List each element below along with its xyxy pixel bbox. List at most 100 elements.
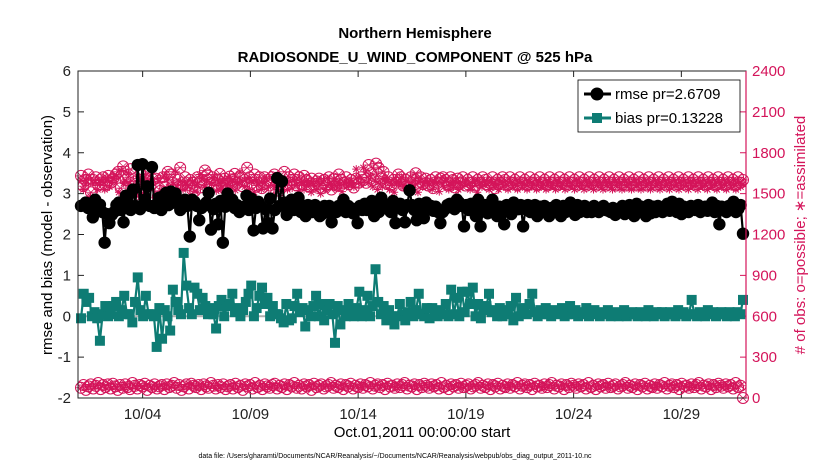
rmse-point (183, 230, 196, 243)
rmse-point (516, 220, 530, 233)
assimilated-obs-marker (202, 177, 211, 186)
bias-point (378, 301, 389, 312)
assimilated-obs-marker (335, 180, 344, 189)
assimilated-obs-marker (77, 176, 85, 184)
rmse-point (193, 213, 206, 227)
bias-point (494, 303, 505, 314)
bias-point (308, 301, 319, 312)
bias-point (467, 282, 478, 293)
assimilated-obs-marker (79, 185, 88, 194)
assimilated-obs-marker (722, 185, 731, 194)
possible-obs-cross (373, 163, 385, 172)
bias-point (602, 305, 613, 316)
bias-point (251, 303, 262, 314)
bias-point (700, 311, 711, 322)
bias-point (359, 305, 370, 316)
rmse-point (145, 160, 159, 174)
bias-point (300, 321, 311, 332)
rmse-point (434, 216, 447, 230)
assimilated-obs-marker (397, 173, 406, 182)
assimilated-obs-marker (682, 180, 691, 189)
assimilated-obs-marker (558, 180, 567, 189)
assimilated-obs-marker (321, 185, 330, 194)
assimilated-obs-marker (454, 185, 463, 194)
assimilated-obs-marker (701, 180, 710, 189)
possible-obs-cross (241, 163, 253, 172)
rmse-point (117, 216, 130, 229)
assimilated-obs-marker (539, 180, 548, 189)
rmse-point (86, 211, 100, 224)
assimilated-obs-marker (677, 177, 686, 186)
assimilated-obs-marker (269, 181, 278, 190)
assimilated-obs-marker (224, 173, 233, 182)
bias-point (84, 292, 95, 303)
bias-point (167, 284, 178, 295)
bias-point (224, 298, 235, 309)
possible-obs-low-series (75, 377, 749, 404)
assimilated-obs-marker (496, 177, 505, 186)
bias-point (170, 296, 181, 307)
assimilated-obs-marker (542, 185, 551, 194)
assimilated-obs-marker (563, 177, 572, 186)
bias-point (184, 303, 195, 314)
assimilated-obs-marker (254, 180, 263, 189)
assimilated-obs-marker (525, 177, 534, 186)
y-right-tick-label: 600 (752, 308, 777, 325)
assimilated-obs-marker (684, 185, 693, 194)
bias-point (311, 290, 322, 301)
y-right-tick-label: 0 (752, 390, 760, 407)
assimilated-obs-marker (520, 180, 529, 189)
y-tick-label: 3 (63, 186, 71, 203)
assimilated-obs-marker (316, 189, 325, 198)
bias-point (265, 311, 276, 322)
assimilated-obs-marker (551, 185, 560, 194)
assimilated-obs-marker (672, 180, 681, 189)
assimilated-obs-marker (477, 182, 486, 191)
y-axis-label: rmse and bias (model - observation) (39, 115, 56, 355)
assimilated-obs-marker (228, 177, 237, 186)
assimilated-obs-marker (141, 173, 150, 182)
assimilated-obs-marker (390, 188, 399, 197)
bias-point (365, 311, 376, 322)
bias-point (489, 305, 500, 316)
bias-point (402, 307, 413, 318)
assimilated-obs-marker (84, 174, 93, 183)
assimilated-obs-marker (731, 185, 740, 194)
rmse-point (216, 236, 230, 249)
assimilated-obs-marker (283, 185, 292, 194)
legend-rmse-marker (590, 87, 604, 101)
assimilated-obs-marker (561, 185, 570, 194)
bias-point (475, 313, 486, 324)
assimilated-obs-marker (696, 177, 705, 186)
bias-point (316, 298, 327, 309)
chart-title: Northern Hemisphere (338, 25, 491, 42)
x-tick-label: 10/24 (555, 406, 593, 423)
assimilated-obs-marker (235, 167, 244, 176)
bias-point (232, 303, 243, 314)
assimilated-obs-marker (636, 185, 645, 194)
assimilated-obs-marker (463, 180, 472, 189)
bias-point (138, 311, 149, 322)
bias-point (513, 311, 524, 322)
bias-point (413, 288, 424, 299)
bias-point (394, 298, 405, 309)
footnote: data file: /Users/gharamti/Documents/NCA… (198, 453, 592, 460)
assimilated-obs-marker (214, 178, 223, 187)
chart-subtitle: RADIOSONDE_U_WIND_COMPONENT @ 525 hPa (238, 49, 593, 66)
assimilated-obs-marker (264, 182, 273, 191)
bias-point (154, 303, 165, 314)
bias-point (686, 294, 697, 305)
y-tick-label: 6 (63, 63, 71, 80)
legend: rmse pr=2.6709 bias pr=0.13228 (577, 79, 741, 133)
bias-point (565, 301, 576, 312)
y-tick-label: 4 (63, 145, 71, 162)
bias-point (211, 323, 222, 334)
assimilated-obs-marker (572, 177, 581, 186)
bias-point (243, 288, 254, 299)
bias-point (324, 298, 335, 309)
assimilated-obs-marker (103, 176, 112, 184)
assimilated-obs-marker (295, 186, 304, 195)
assimilated-obs-marker (356, 180, 365, 189)
bias-point (397, 309, 408, 320)
assimilated-obs-marker (361, 167, 370, 176)
